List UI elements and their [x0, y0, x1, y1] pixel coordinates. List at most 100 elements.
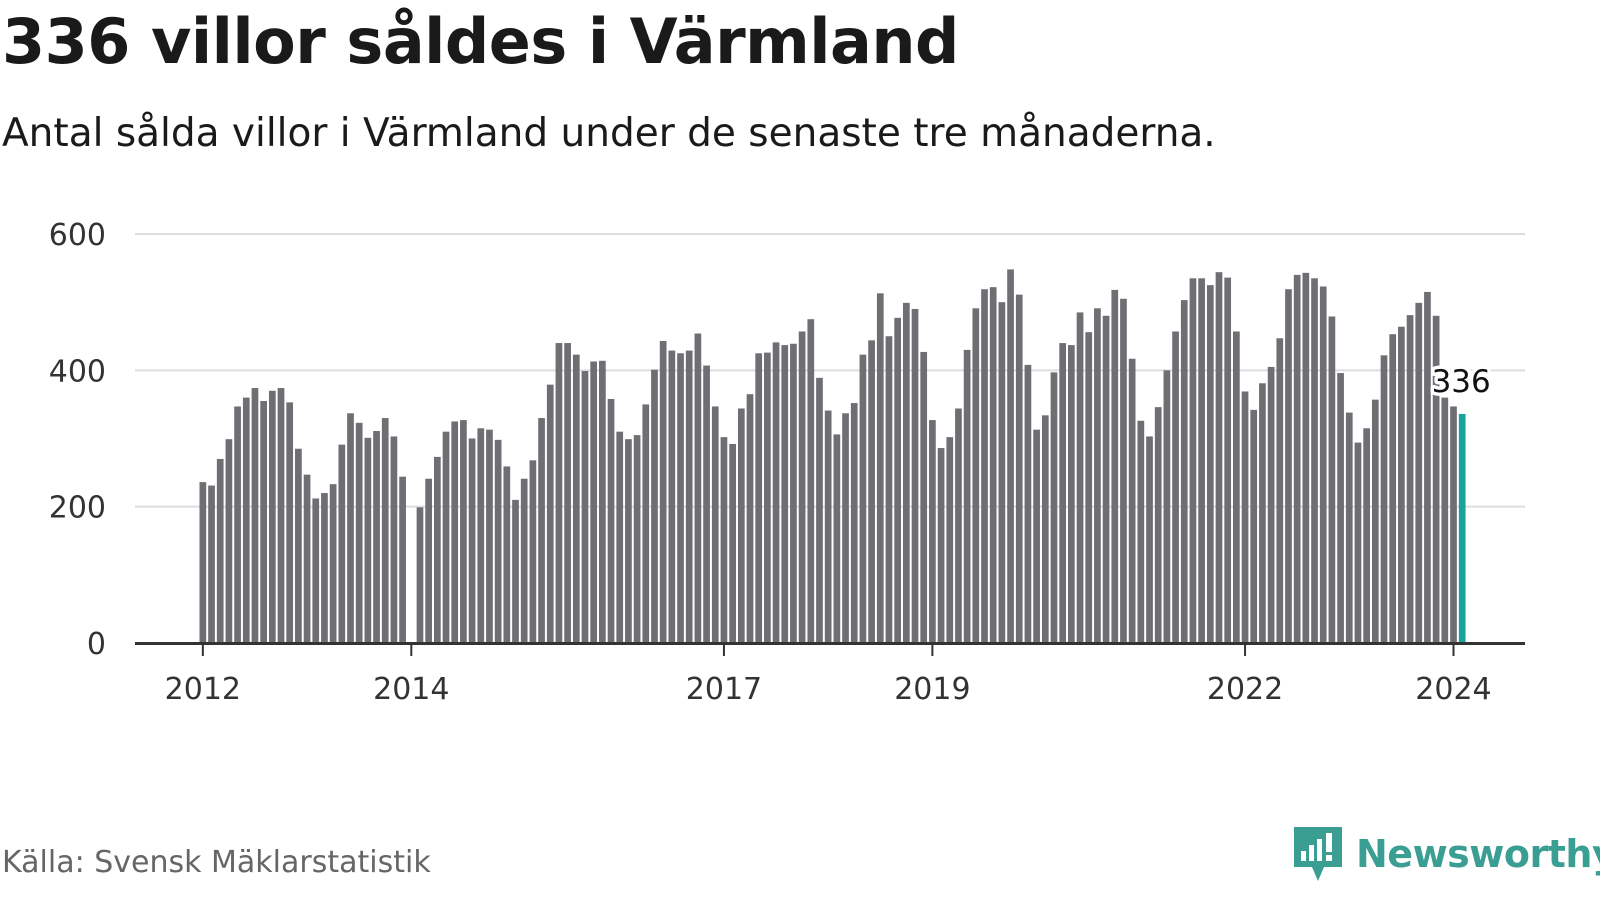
bar [1406, 315, 1414, 643]
bar [1415, 302, 1423, 643]
bar [946, 437, 954, 643]
bar [1102, 315, 1110, 643]
bar [1276, 338, 1284, 643]
bar [746, 394, 754, 643]
bar [1363, 428, 1370, 643]
bar [729, 443, 736, 643]
bar [824, 410, 832, 643]
bar [737, 408, 745, 643]
bar [790, 343, 797, 643]
y-tick-label: 400 [49, 354, 106, 389]
bar [694, 333, 702, 643]
bar [338, 444, 346, 643]
bar [546, 384, 554, 643]
bar [981, 289, 988, 643]
bar [199, 482, 207, 643]
bar [329, 484, 337, 643]
bar [1398, 326, 1405, 643]
bar [208, 485, 215, 643]
bar [1215, 272, 1223, 643]
bar [781, 345, 789, 643]
bar-highlight [1458, 413, 1466, 643]
bar [607, 398, 615, 643]
bar [1120, 298, 1127, 643]
highlight-value-label: 336 [1432, 364, 1491, 400]
bar [1371, 399, 1379, 643]
bar [876, 293, 884, 643]
bar [277, 388, 285, 643]
bar [1007, 269, 1014, 643]
bar [1154, 407, 1162, 643]
y-tick-label: 0 [87, 627, 106, 662]
bar [599, 360, 606, 643]
bar [1189, 278, 1197, 643]
bar [433, 456, 441, 643]
bar [772, 342, 780, 643]
bar [1198, 278, 1205, 643]
bar [399, 476, 406, 643]
bar [1380, 355, 1388, 643]
bar [373, 431, 380, 643]
bar [295, 448, 302, 643]
bar [1241, 391, 1249, 643]
bar [234, 406, 241, 643]
bar [225, 439, 233, 643]
x-tick-label: 2012 [165, 672, 241, 707]
bar [1146, 436, 1153, 643]
bar [920, 351, 928, 643]
bar [503, 466, 511, 643]
bar [1172, 331, 1179, 643]
bar [1259, 383, 1266, 643]
bar [1180, 300, 1188, 643]
bar [460, 420, 467, 643]
bar [425, 478, 433, 643]
bar [486, 429, 493, 643]
bar [1206, 285, 1214, 643]
bar [564, 343, 571, 643]
bar [251, 388, 259, 643]
bar [1059, 343, 1067, 643]
bar [677, 353, 684, 643]
bar [381, 418, 389, 643]
bar [937, 448, 945, 643]
bar [1015, 294, 1023, 643]
bar [963, 349, 971, 643]
bar [755, 353, 763, 643]
bar [1267, 366, 1275, 643]
bar [529, 460, 537, 643]
bar [1319, 286, 1327, 643]
bar [642, 404, 650, 643]
bar [555, 343, 563, 643]
bar [989, 287, 997, 643]
bar [955, 408, 962, 643]
bar [364, 437, 372, 643]
x-tick-label: 2024 [1415, 672, 1491, 707]
bar [807, 319, 815, 643]
bar [1293, 274, 1301, 643]
bar [816, 377, 823, 643]
bar [1137, 420, 1145, 643]
bar [1285, 289, 1292, 643]
bar [260, 401, 267, 643]
bar [1450, 406, 1457, 643]
bar [451, 421, 459, 643]
bar [216, 458, 224, 643]
bar [902, 302, 910, 643]
bar [1033, 429, 1040, 643]
bar [1441, 397, 1449, 643]
bar [659, 341, 667, 643]
bar [312, 498, 320, 643]
bar [929, 420, 936, 643]
chart-subtitle: Antal sålda villor i Värmland under de s… [2, 111, 1216, 156]
bar [625, 439, 632, 643]
bar [390, 436, 398, 643]
bar [442, 431, 450, 643]
bar [894, 317, 901, 643]
x-tick-label: 2014 [373, 672, 449, 707]
bar [764, 352, 771, 643]
bar [1094, 308, 1101, 643]
bar [885, 336, 893, 643]
bar [1311, 278, 1318, 643]
bar [477, 428, 485, 643]
bar [416, 507, 424, 643]
